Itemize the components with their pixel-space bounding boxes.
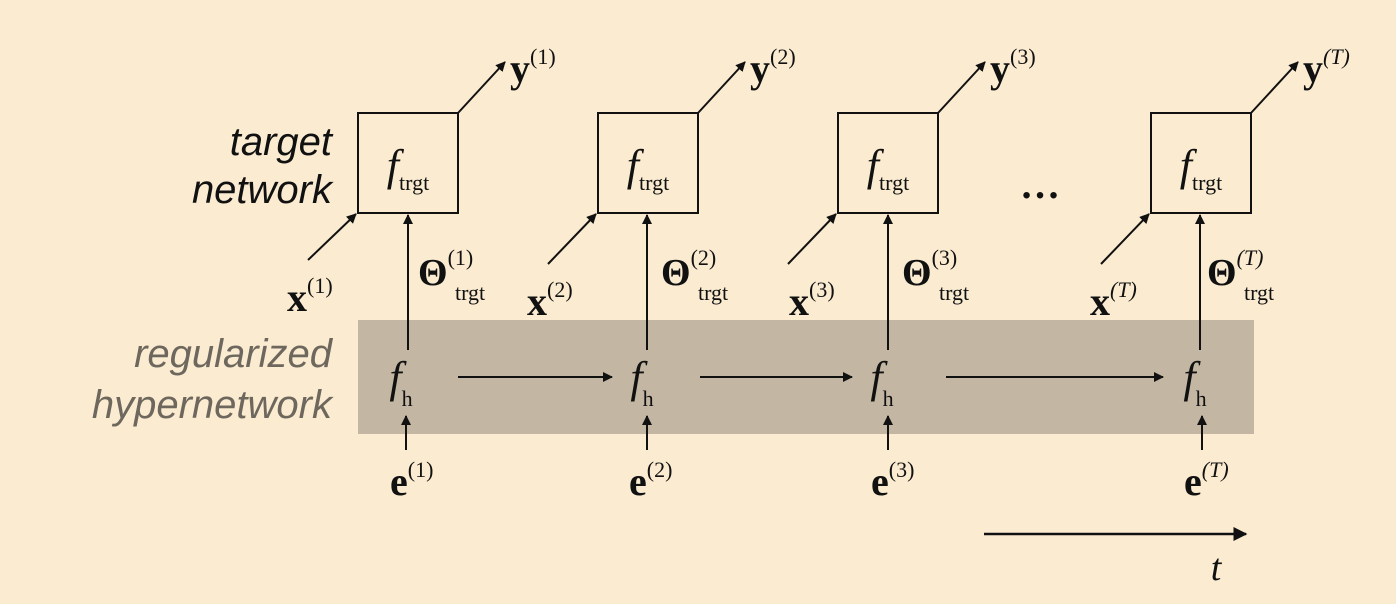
theta-sub-label: trgt [1244,280,1274,305]
f-trgt-label: ftrgt [1180,141,1222,195]
theta-sub-label: trgt [939,280,969,305]
y-arrow [697,61,746,114]
step-1: ftrgt y(1) x(1) Θ(1) trgt fh e(1) [287,44,556,504]
ellipsis: … [1020,162,1060,207]
e-label: e(1) [390,457,433,504]
theta-label: Θ(3) [902,245,957,294]
target-box [837,112,939,214]
f-trgt-label: ftrgt [627,141,669,195]
y-arrow [937,61,986,114]
theta-sub-label: trgt [698,280,728,305]
e-label: e(T) [1184,457,1229,504]
target-label-line1: target [230,120,334,164]
target-label-line2: network [192,168,334,212]
e-label: e(2) [629,457,672,504]
step-T: ftrgt y(T) x(T) Θ(T) trgt fh e(T) [1090,44,1350,504]
theta-label: Θ(1) [418,245,473,294]
hyper-label-line1: regularized [134,332,334,376]
e-label: e(3) [871,457,914,504]
x-label: x(2) [527,277,573,324]
y-arrow [1250,61,1299,114]
f-trgt-label: ftrgt [867,141,909,195]
x-arrow [307,213,357,261]
target-box [1150,112,1252,214]
y-arrow [457,61,506,114]
y-label: y(2) [750,44,796,91]
time-label: t [1211,547,1223,589]
y-label: y(1) [510,44,556,91]
theta-label: Θ(2) [661,245,716,294]
x-label: x(3) [789,277,835,324]
x-label: x(1) [287,273,333,320]
theta-label: Θ(T) [1207,245,1263,294]
y-label: y(T) [1303,44,1350,91]
hyper-label-line2: hypernetwork [92,383,334,427]
f-trgt-label: ftrgt [387,141,429,195]
theta-sub-label: trgt [455,280,485,305]
x-arrow [1100,213,1150,265]
x-arrow [547,213,597,265]
target-box [597,112,699,214]
x-arrow [787,213,837,265]
y-label: y(3) [990,44,1036,91]
step-3: ftrgt y(3) x(3) Θ(3) trgt fh e(3) [787,44,1036,504]
step-2: ftrgt y(2) x(2) Θ(2) trgt fh e(2) [527,44,796,504]
target-box [357,112,459,214]
x-label: x(T) [1090,277,1137,324]
